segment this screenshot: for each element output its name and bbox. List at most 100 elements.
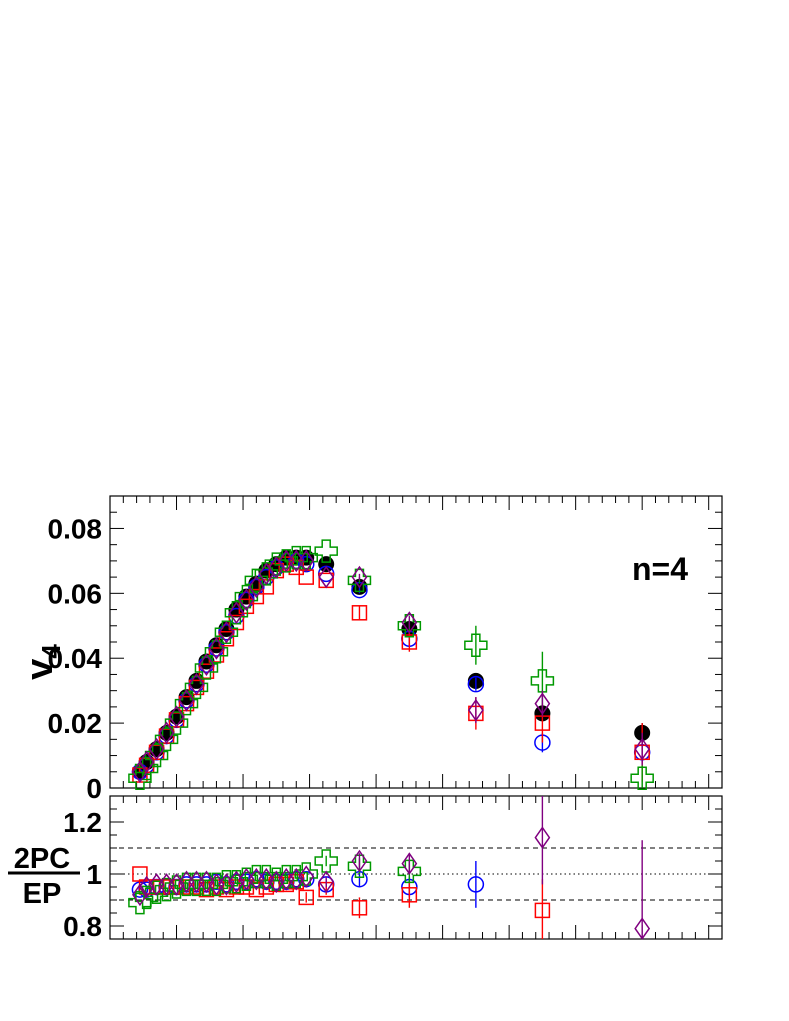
upper-data-point — [154, 727, 179, 752]
lower-data-point — [264, 867, 289, 891]
marker-open-cross — [234, 584, 259, 609]
upper-data-point — [208, 647, 225, 663]
upper-data-point — [148, 737, 165, 761]
upper-data-point — [204, 639, 229, 664]
marker-open-diamond — [218, 620, 235, 644]
upper-data-point — [314, 539, 338, 563]
marker-open-diamond — [401, 611, 418, 634]
upper-data-point — [158, 721, 175, 745]
marker-open-diamond — [298, 549, 315, 573]
upper-data-point — [534, 690, 551, 717]
lower-data-point — [298, 889, 314, 906]
marker-open-cross — [184, 675, 209, 700]
lower-y-label-denominator: EP — [23, 878, 62, 910]
marker-open-cross — [254, 864, 279, 889]
upper-y-tick-label: 0 — [86, 773, 102, 804]
upper-data-point — [194, 656, 219, 680]
upper-data-point — [248, 575, 265, 599]
lower-data-point — [218, 873, 235, 896]
lower-data-point — [254, 864, 279, 889]
marker-open-diamond — [318, 565, 335, 589]
marker-open-diamond — [268, 870, 285, 894]
marker-open-cross — [128, 766, 152, 791]
marker-open-diamond — [318, 870, 335, 894]
marker-open-diamond — [467, 698, 484, 722]
marker-open-square — [228, 614, 245, 631]
upper-data-point — [144, 743, 169, 768]
lower-data-point — [258, 867, 275, 891]
upper-data-point — [464, 625, 488, 665]
upper-plot-area: 0 0.02 0.04 0.06 0.08 — [48, 495, 723, 804]
lower-y-tick-label: 1.2 — [63, 807, 102, 838]
marker-open-cross — [464, 633, 488, 657]
lower-data-point — [318, 870, 335, 894]
y-label-subscript: 4 — [36, 644, 66, 659]
lower-data-point — [168, 873, 185, 896]
marker-open-circle — [467, 675, 485, 693]
marker-open-diamond — [178, 689, 195, 712]
upper-y-tick-label: 0.02 — [48, 708, 103, 739]
marker-open-cross — [397, 614, 422, 638]
marker-open-cross — [144, 743, 169, 768]
upper-data-point — [218, 631, 235, 647]
upper-data-point — [238, 588, 255, 612]
marker-open-square — [218, 631, 235, 647]
marker-open-diamond — [238, 588, 255, 612]
lower-data-point — [401, 852, 418, 875]
upper-data-point — [174, 691, 199, 716]
marker-open-diamond — [634, 917, 651, 940]
marker-open-diamond — [208, 637, 225, 660]
marker-open-diamond — [258, 867, 275, 891]
marker-open-square — [248, 588, 265, 605]
marker-open-cross — [194, 656, 219, 680]
lower-y-tick-label: 1 — [86, 859, 102, 890]
marker-open-diamond — [218, 873, 235, 896]
marker-open-square — [258, 579, 275, 595]
marker-open-diamond — [198, 653, 215, 677]
upper-y-tick-label: 0.08 — [48, 513, 103, 544]
marker-open-cross — [154, 727, 179, 752]
upper-data-point — [467, 675, 485, 693]
marker-open-cross — [264, 867, 289, 891]
lower-data-point — [351, 897, 368, 919]
lower-data-point — [634, 840, 651, 940]
upper-data-point — [630, 765, 654, 791]
marker-open-diamond — [132, 883, 148, 907]
marker-open-diamond — [188, 672, 205, 696]
marker-open-diamond — [534, 692, 551, 715]
marker-open-diamond — [228, 601, 245, 625]
marker-open-square — [351, 900, 368, 916]
marker-open-cross — [530, 669, 555, 693]
upper-data-point — [198, 653, 215, 677]
lower-data-point — [288, 867, 305, 891]
marker-open-diamond — [158, 721, 175, 745]
marker-open-square — [228, 879, 245, 895]
lower-data-point — [534, 879, 551, 939]
upper-data-point — [178, 689, 195, 712]
marker-open-diamond — [534, 826, 551, 849]
lower-data-point — [134, 885, 159, 910]
marker-open-diamond — [298, 865, 315, 888]
lower-data-point — [268, 870, 285, 894]
marker-open-diamond — [168, 873, 185, 896]
upper-data-point — [208, 637, 225, 660]
y-label-main: v — [19, 659, 61, 680]
lower-data-point — [198, 870, 215, 894]
upper-y-tick-label: 0.04 — [48, 643, 103, 674]
marker-open-cross — [314, 849, 338, 873]
marker-open-diamond — [634, 737, 651, 761]
upper-data-point — [234, 584, 259, 609]
upper-data-point — [634, 732, 651, 766]
marker-open-cross — [284, 864, 309, 889]
marker-open-square — [208, 647, 225, 663]
marker-open-square — [534, 902, 551, 919]
upper-y-tick-label: 0.06 — [48, 578, 103, 609]
marker-open-cross — [204, 639, 229, 664]
lower-data-point — [298, 865, 315, 888]
marker-open-cross — [174, 691, 199, 716]
upper-data-point — [467, 697, 484, 724]
upper-data-point — [218, 620, 235, 644]
upper-data-point — [351, 605, 368, 621]
lower-plot-area: 0.8 1 1.2 — [63, 795, 723, 942]
marker-open-diamond — [351, 849, 368, 873]
